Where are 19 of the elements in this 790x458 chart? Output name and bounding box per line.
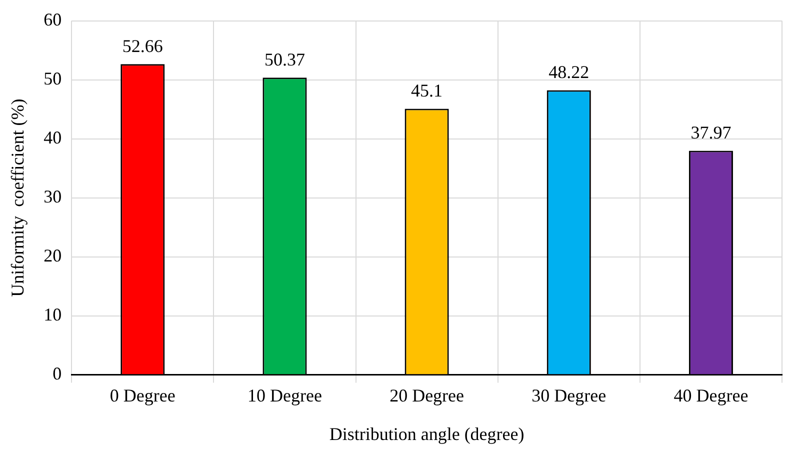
data-label: 52.66: [122, 36, 163, 56]
y-tick-label: 40: [44, 128, 62, 148]
y-tick-label: 20: [44, 246, 62, 266]
data-label: 45.1: [411, 80, 443, 100]
data-label: 50.37: [264, 49, 305, 70]
x-tick-label: 30 Degree: [532, 385, 606, 406]
x-axis-title: Distribution angle (degree): [329, 424, 524, 444]
x-tick-label: 20 Degree: [390, 385, 464, 406]
y-axis-title: Uniformity coefficient (%): [8, 98, 28, 297]
data-label: 37.97: [690, 122, 732, 143]
y-tick-label: 50: [44, 68, 62, 89]
y-tick-label: 30: [44, 186, 62, 207]
x-tick-label: 10 Degree: [247, 385, 322, 406]
data-label: 48.22: [548, 62, 590, 82]
y-tick-label: 60: [44, 10, 62, 30]
y-tick-label: 10: [44, 304, 62, 325]
y-tick-label: 0: [52, 364, 62, 384]
x-tick-label: 0 Degree: [110, 385, 176, 406]
x-tick-label: 40 Degree: [674, 385, 748, 406]
